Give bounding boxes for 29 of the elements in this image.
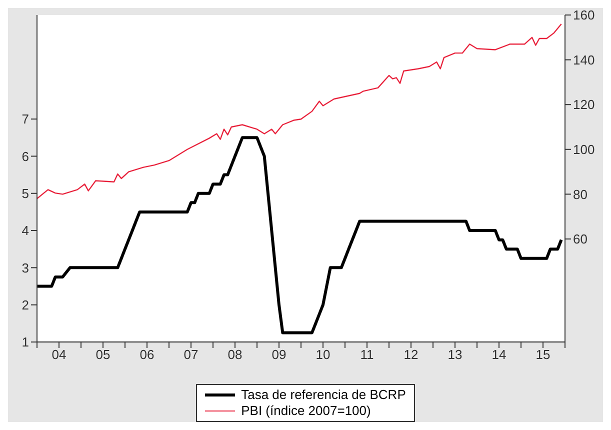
x-tick-label: 13 [448, 347, 462, 362]
legend-label: Tasa de referencia de BCRP [241, 387, 406, 403]
y2-tick-label: 80 [573, 186, 588, 202]
legend-label: PBI (índice 2007=100) [241, 403, 371, 419]
y-tick-label: 6 [22, 148, 29, 164]
y2-tick-label: 160 [573, 8, 595, 23]
x-tick-label: 07 [184, 347, 198, 362]
y2-tick-label: 140 [573, 52, 595, 68]
y2-tick-label: 60 [573, 232, 588, 247]
x-tick-label: 11 [360, 347, 374, 362]
y-tick-label: 3 [22, 260, 29, 276]
y2-tick-label: 100 [573, 142, 595, 157]
x-tick-label: 10 [316, 347, 330, 362]
y-tick-label: 1 [22, 334, 29, 350]
y-tick-label: 7 [22, 112, 29, 127]
x-tick-label: 14 [492, 347, 506, 362]
x-tick-label: 08 [228, 347, 242, 362]
line-series [37, 23, 562, 200]
x-tick-label: 12 [404, 347, 418, 362]
y-tick-label: 4 [22, 223, 29, 238]
y-tick-label: 2 [22, 297, 29, 312]
y-tick-label: 5 [22, 186, 29, 201]
line-series [37, 136, 563, 334]
x-tick-label: 09 [272, 347, 286, 362]
x-tick-label: 05 [96, 347, 110, 362]
x-tick-label: 04 [52, 347, 66, 362]
x-tick-label: 15 [536, 347, 550, 362]
x-tick-label: 06 [140, 347, 154, 362]
y2-tick-label: 120 [573, 97, 595, 112]
